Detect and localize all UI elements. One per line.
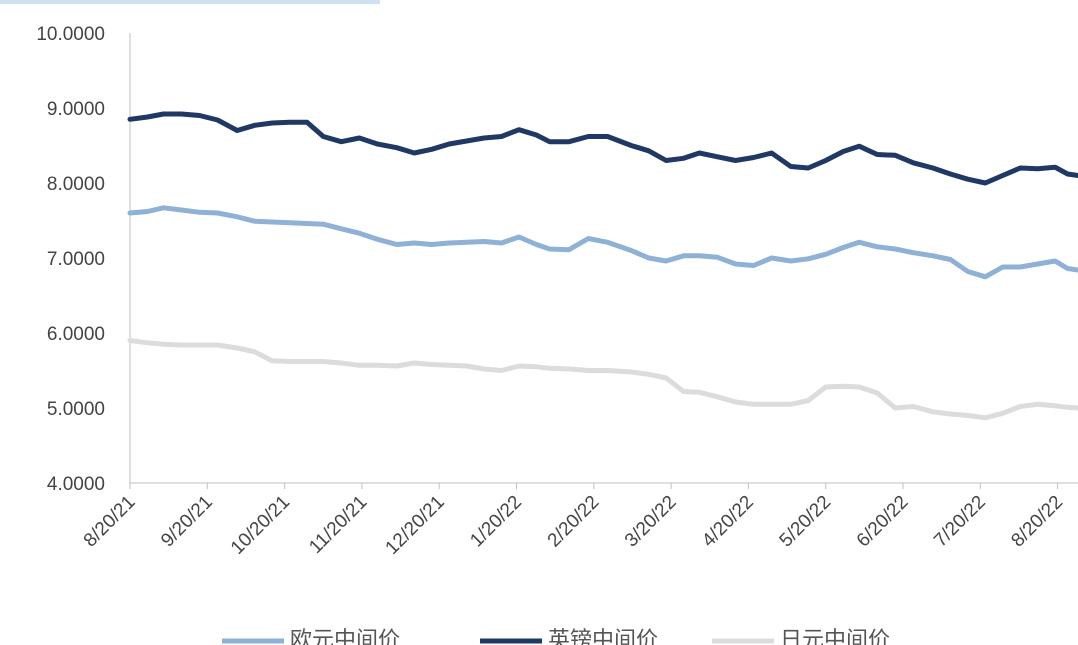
x-tick-label: 7/20/22 bbox=[930, 492, 990, 552]
x-tick-label: 9/20/21 bbox=[157, 492, 217, 552]
y-tick-label: 4.0000 bbox=[47, 474, 105, 495]
x-tick-label: 2/20/22 bbox=[544, 492, 604, 552]
x-tick-label: 10/20/21 bbox=[227, 492, 294, 559]
legend-label: 日元中间价 bbox=[780, 627, 890, 645]
legend-label: 欧元中间价 bbox=[290, 627, 400, 645]
x-tick-label: 8/20/21 bbox=[80, 492, 140, 552]
x-tick-label: 1/20/22 bbox=[466, 492, 526, 552]
y-tick-label: 8.0000 bbox=[47, 174, 105, 195]
legend: 欧元中间价 英镑中间价 日元中间价 bbox=[222, 627, 890, 645]
x-tick-label: 11/20/21 bbox=[305, 492, 371, 558]
y-tick-label: 9.0000 bbox=[47, 99, 105, 120]
y-axis-ticks: 4.0000 5.0000 6.0000 7.0000 8.0000 9.0000 10.0… bbox=[36, 24, 105, 495]
x-tick-label: 3/20/22 bbox=[621, 492, 681, 552]
axes bbox=[129, 33, 1078, 484]
legend-label: 英镑中间价 bbox=[548, 627, 658, 645]
x-tick-label: 5/20/22 bbox=[776, 492, 836, 552]
top-accent-strip bbox=[0, 0, 380, 4]
series-line-2 bbox=[127, 111, 1078, 186]
series-line-1 bbox=[127, 205, 1078, 280]
y-tick-label: 5.0000 bbox=[47, 399, 105, 420]
x-tick-label: 4/20/22 bbox=[698, 492, 758, 552]
x-axis-ticks: 8/20/21 9/20/21 10/20/21 11/20/21 12/20/21 1/… bbox=[80, 483, 1067, 559]
y-tick-label: 10.0000 bbox=[36, 24, 105, 45]
x-tick-label: 12/20/21 bbox=[382, 492, 449, 559]
x-tick-label: 6/20/22 bbox=[853, 492, 913, 552]
series-lines bbox=[127, 111, 1078, 421]
y-tick-label: 7.0000 bbox=[47, 249, 105, 270]
series-line-3 bbox=[127, 338, 1078, 421]
y-tick-label: 6.0000 bbox=[47, 324, 105, 345]
x-tick-label: 8/20/22 bbox=[1007, 492, 1067, 552]
